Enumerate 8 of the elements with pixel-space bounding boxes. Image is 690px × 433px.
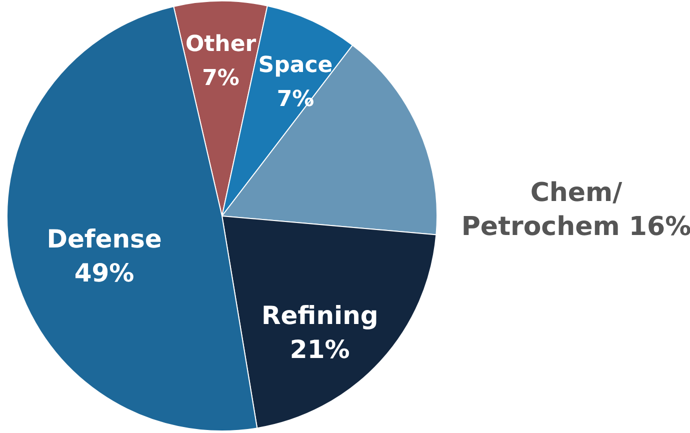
slice-label: Chem/Petrochem 16%: [461, 178, 690, 242]
data-label: 21%: [290, 335, 350, 364]
slice-label: Refining: [261, 301, 378, 330]
slice-label: Other: [185, 32, 256, 58]
data-label: 49%: [74, 258, 134, 288]
slice-label: Space: [258, 52, 333, 78]
slice-label: Defense: [46, 224, 162, 254]
data-label: 7%: [202, 66, 240, 92]
